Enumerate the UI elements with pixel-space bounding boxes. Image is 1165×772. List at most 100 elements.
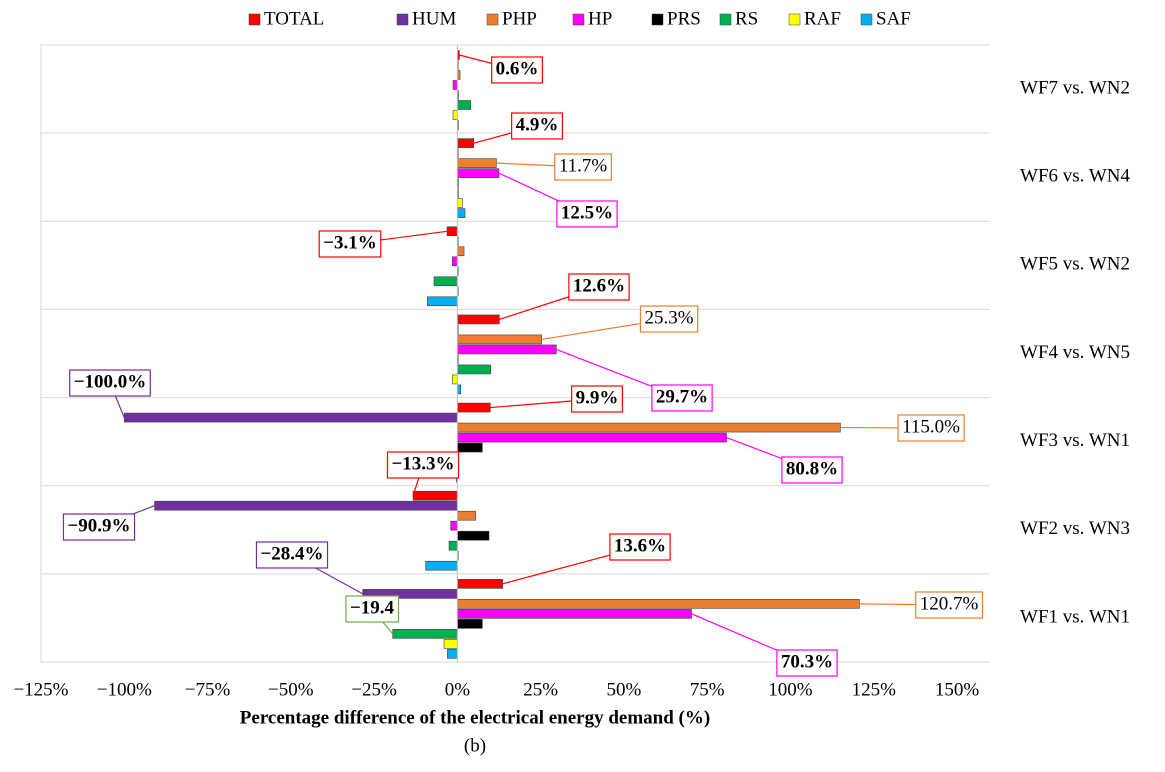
- legend-label: RAF: [804, 8, 841, 29]
- label-box: [556, 200, 618, 228]
- label-box: [915, 591, 984, 619]
- bar: [457, 609, 692, 619]
- label-box: [776, 649, 838, 677]
- bar: [457, 432, 727, 443]
- legend-swatch: [248, 13, 261, 26]
- x-tick-label: 150%: [935, 679, 980, 700]
- x-tick-label: 125%: [852, 679, 897, 700]
- x-tick-label: −125%: [13, 679, 68, 700]
- bar: [457, 510, 476, 521]
- legend-swatch: [572, 13, 585, 26]
- legend-label: SAF: [876, 8, 911, 29]
- label-box: [255, 541, 329, 569]
- legend-swatch: [396, 13, 409, 26]
- data-label: 120.7%: [920, 593, 979, 614]
- label-box: [318, 230, 382, 258]
- label-box: [568, 273, 630, 301]
- bar: [452, 80, 458, 90]
- bar: [452, 374, 458, 385]
- bar: [154, 500, 458, 511]
- legend-swatch: [651, 13, 664, 26]
- bar: [457, 314, 500, 325]
- bar: [412, 490, 458, 501]
- data-label: 0.6%: [496, 58, 539, 79]
- legend-label: PRS: [667, 8, 701, 29]
- category-label: WF4 vs. WN5: [1020, 342, 1130, 363]
- category-label: WF7 vs. WN2: [1020, 77, 1130, 98]
- x-tick-label: 100%: [768, 679, 813, 700]
- caption: (b): [464, 735, 486, 756]
- category-label: WF2 vs. WN3: [1020, 518, 1130, 539]
- bar: [452, 110, 458, 120]
- bar: [457, 100, 471, 110]
- bar: [427, 296, 458, 307]
- category-label: WF6 vs. WN4: [1020, 166, 1130, 187]
- legend-label: TOTAL: [264, 8, 324, 29]
- data-label: 115.0%: [902, 416, 960, 437]
- data-label: 29.7%: [656, 386, 708, 407]
- data-label: −100.0%: [74, 371, 147, 392]
- legend-label: HP: [588, 8, 612, 29]
- data-label: −19.4: [350, 597, 395, 618]
- legend-swatch: [719, 13, 732, 26]
- data-label: −28.4%: [260, 543, 323, 564]
- data-label: −90.9%: [67, 515, 130, 536]
- data-label: −3.1%: [323, 232, 377, 253]
- legend-swatch: [486, 13, 499, 26]
- bar: [457, 334, 542, 345]
- label-box: [345, 595, 400, 623]
- data-label: 25.3%: [644, 307, 693, 328]
- x-tick-label: 0%: [445, 679, 471, 700]
- bar: [457, 246, 465, 257]
- bar: [457, 364, 491, 375]
- x-tick-label: 25%: [523, 679, 558, 700]
- bar: [433, 276, 458, 287]
- bar: [457, 619, 483, 629]
- label-box: [511, 112, 563, 140]
- data-label: 4.9%: [516, 114, 559, 135]
- bar: [457, 422, 841, 433]
- bar: [457, 168, 500, 178]
- label-box: [571, 385, 623, 413]
- label-box: [62, 513, 136, 541]
- legend-label: HUM: [412, 8, 456, 29]
- data-label: 13.6%: [614, 535, 666, 556]
- legend-swatch: [788, 13, 801, 26]
- bar: [457, 579, 503, 589]
- data-label: 11.7%: [559, 155, 608, 176]
- label-box: [897, 414, 965, 442]
- bar: [457, 138, 474, 148]
- data-label: 9.9%: [576, 387, 619, 408]
- bar: [457, 530, 490, 541]
- data-label: 12.6%: [573, 275, 625, 296]
- data-label: −13.3%: [391, 453, 454, 474]
- legend-label: PHP: [502, 8, 537, 29]
- category-label: WF3 vs. WN1: [1020, 430, 1130, 451]
- bar: [123, 412, 458, 423]
- category-label: WF5 vs. WN2: [1020, 254, 1130, 275]
- bar: [447, 649, 458, 659]
- bar: [457, 599, 860, 609]
- x-tick-label: −75%: [185, 679, 231, 700]
- bar: [446, 226, 458, 237]
- label-box: [639, 305, 699, 333]
- label-box: [69, 369, 151, 397]
- bar: [425, 560, 458, 571]
- bar: [450, 520, 458, 531]
- bar: [452, 256, 458, 267]
- bar: [457, 442, 483, 453]
- label-box: [781, 456, 843, 484]
- bar: [448, 540, 458, 551]
- bar: [392, 629, 458, 639]
- x-tick-label: 50%: [606, 679, 641, 700]
- data-label: 70.3%: [781, 651, 833, 672]
- data-label: 12.5%: [561, 202, 613, 223]
- bar: [457, 402, 491, 413]
- category-label: WF1 vs. WN1: [1020, 606, 1130, 627]
- x-tick-label: −100%: [97, 679, 152, 700]
- bar: [457, 344, 557, 355]
- legend-label: RS: [735, 8, 758, 29]
- data-label: 80.8%: [786, 458, 838, 479]
- bar: [457, 198, 463, 208]
